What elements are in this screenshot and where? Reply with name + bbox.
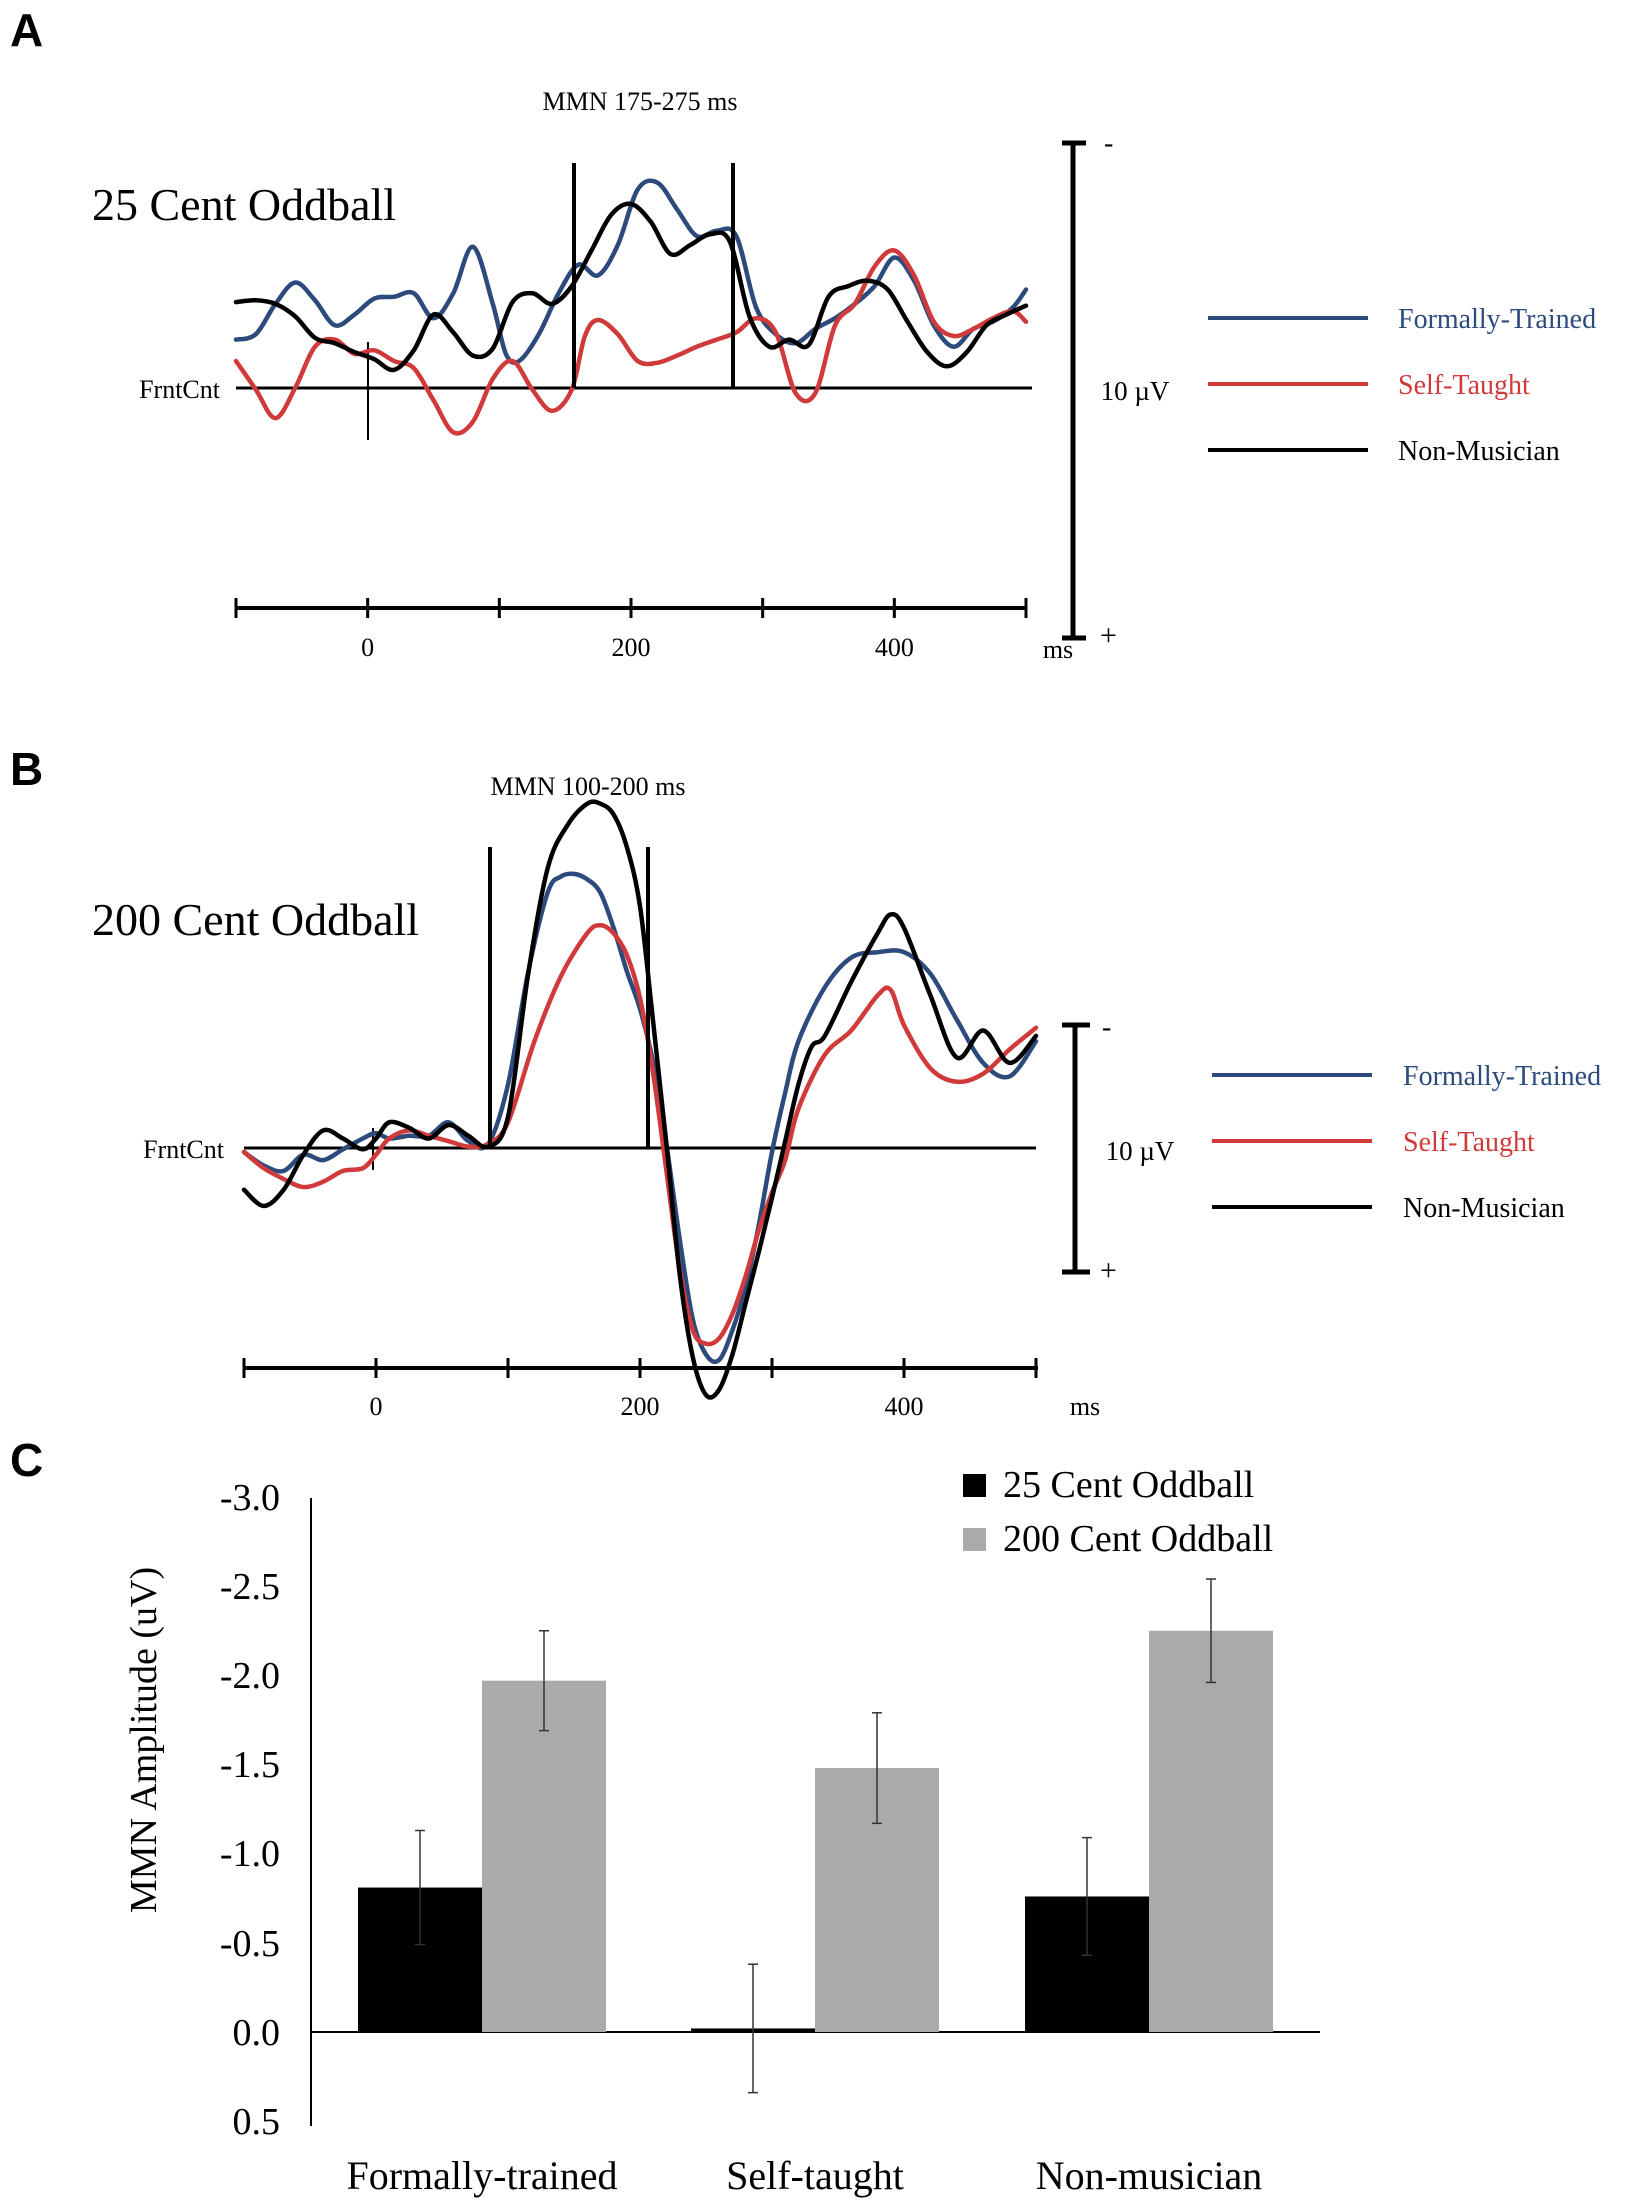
panel-b-xlabel: ms bbox=[1070, 1392, 1100, 1421]
x-tick-label: 200 bbox=[621, 1392, 660, 1421]
panel-a-title: 25 Cent Oddball bbox=[92, 179, 396, 230]
bar-bar-200-non-musician bbox=[1149, 1630, 1273, 2032]
panel-c-letter: C bbox=[10, 1434, 43, 1486]
legend-label-non-musician: Non-Musician bbox=[1403, 1193, 1565, 1224]
panel-c-legend: 25 Cent Oddball 200 Cent Oddball bbox=[963, 1464, 1273, 1560]
series-line-non-musician bbox=[241, 799, 1039, 1400]
panel-a-window-label: MMN 175-275 ms bbox=[542, 87, 737, 116]
panel-c-bars bbox=[358, 1578, 1273, 2094]
panel-c-y-ticks: -3.0 -2.5 -2.0 -1.5 -1.0 -0.5 0.0 0.5 bbox=[220, 1477, 280, 2143]
panel-b-scale-minus: - bbox=[1102, 1012, 1111, 1043]
panel-b-title: 200 Cent Oddball bbox=[92, 894, 419, 945]
panel-a-x-ticks: 0 200 400 bbox=[234, 598, 1028, 662]
legend-label-25-cent: 25 Cent Oddball bbox=[1003, 1464, 1254, 1506]
panel-c-bar-chart: MMN Amplitude (uV) -3.0-2.5-2.0-1.5-1.0-… bbox=[123, 1464, 1320, 2198]
y-tick-label: -2.5 bbox=[220, 1566, 280, 1608]
panel-b-erp-chart: MMN 100-200 ms 200 Cent Oddball FrntCnt … bbox=[92, 772, 1601, 1421]
panel-a-scale-plus: + bbox=[1100, 619, 1117, 652]
panel-a-scale-minus: - bbox=[1104, 128, 1113, 159]
y-tick-label: -1.5 bbox=[220, 1744, 280, 1786]
legend-swatch-200-cent bbox=[963, 1528, 986, 1551]
series-line-formally-trained bbox=[233, 178, 1029, 365]
legend-label-200-cent: 200 Cent Oddball bbox=[1003, 1518, 1273, 1560]
panel-b-window-label: MMN 100-200 ms bbox=[490, 772, 685, 801]
panel-a-legend: Formally-Trained Self-Taught Non-Musicia… bbox=[1208, 304, 1596, 467]
panel-a-erp-chart: MMN 175-275 ms 25 Cent Oddball FrntCnt 0… bbox=[92, 87, 1596, 664]
series-line-self-taught bbox=[233, 248, 1029, 436]
series-line-non-musician bbox=[233, 201, 1029, 373]
panel-b-legend: Formally-Trained Self-Taught Non-Musicia… bbox=[1212, 1061, 1601, 1224]
bar-bar-200-formally-trained bbox=[482, 1680, 606, 2032]
panel-a-channel-label: FrntCnt bbox=[139, 375, 221, 404]
x-tick-label: 400 bbox=[875, 633, 914, 662]
category-label: Non-musician bbox=[1036, 2153, 1263, 2198]
panel-b-scale-label: 10 µV bbox=[1106, 1136, 1175, 1166]
x-tick-label: 200 bbox=[612, 633, 651, 662]
panel-a-letter: A bbox=[10, 4, 43, 56]
x-tick-label: 400 bbox=[885, 1392, 924, 1421]
y-tick-label: 0.5 bbox=[233, 2101, 281, 2143]
panel-b-letter: B bbox=[10, 743, 43, 795]
y-tick-label: -0.5 bbox=[220, 1923, 280, 1965]
series-line-formally-trained bbox=[241, 871, 1039, 1365]
panel-b-series-lines bbox=[241, 799, 1039, 1400]
panel-b-scale-plus: + bbox=[1100, 1254, 1117, 1287]
x-tick-label: 0 bbox=[361, 633, 374, 662]
panel-a-series-lines bbox=[233, 178, 1029, 436]
legend-label-formally-trained: Formally-Trained bbox=[1398, 304, 1596, 335]
y-tick-label: 0.0 bbox=[233, 2012, 281, 2054]
series-line-self-taught bbox=[241, 922, 1039, 1347]
legend-label-non-musician: Non-Musician bbox=[1398, 436, 1560, 467]
legend-label-formally-trained: Formally-Trained bbox=[1403, 1061, 1601, 1092]
panel-c-ylabel: MMN Amplitude (uV) bbox=[123, 1567, 165, 1913]
panel-c-x-labels: Formally-trained Self-taught Non-musician bbox=[346, 2153, 1262, 2198]
y-tick-label: -3.0 bbox=[220, 1477, 280, 1519]
legend-label-self-taught: Self-Taught bbox=[1398, 370, 1530, 401]
y-tick-label: -2.0 bbox=[220, 1655, 280, 1697]
category-label: Formally-trained bbox=[346, 2153, 617, 2198]
category-label: Self-taught bbox=[726, 2153, 904, 2198]
legend-label-self-taught: Self-Taught bbox=[1403, 1127, 1535, 1158]
y-tick-label: -1.0 bbox=[220, 1833, 280, 1875]
panel-b-channel-label: FrntCnt bbox=[143, 1135, 225, 1164]
panel-b-x-ticks: 0 200 400 bbox=[242, 1358, 1038, 1421]
x-tick-label: 0 bbox=[370, 1392, 383, 1421]
panel-a-scale-label: 10 µV bbox=[1101, 376, 1170, 406]
legend-swatch-25-cent bbox=[963, 1474, 986, 1497]
